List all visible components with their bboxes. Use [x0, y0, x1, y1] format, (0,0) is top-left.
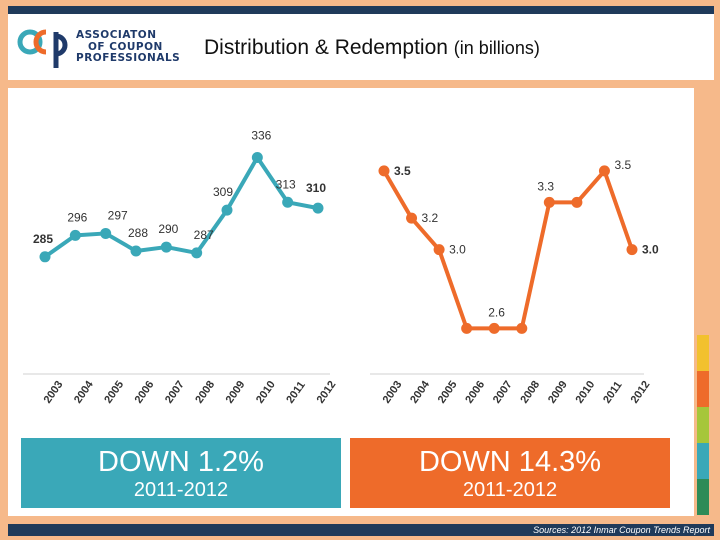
- chart-1-point-2003: [378, 165, 390, 177]
- chart-1-series-line: [382, 168, 634, 331]
- chart-1-x-tick-2008: 2008: [518, 379, 542, 406]
- chart-1-point-2010: [571, 196, 583, 208]
- chart-0-data-label-2003: 285: [33, 232, 53, 246]
- source-bar: Sources: 2012 Inmar Coupon Trends Report: [8, 524, 714, 536]
- chart-1-x-tick-2007: 2007: [491, 379, 515, 406]
- chart-0-point-2004: [69, 229, 81, 241]
- chart-0-x-tick-2011: 2011: [284, 379, 308, 405]
- chart-0-point-2003: [39, 251, 51, 263]
- chart-1-point-2008: [516, 322, 528, 334]
- chart-0-data-label-2012: 310: [306, 181, 326, 195]
- chart-1-data-label-2009: 3.3: [537, 179, 554, 193]
- chart-0-point-2011: [282, 196, 294, 208]
- accent-orange: [697, 371, 709, 407]
- chart-1-x-tick-2006: 2006: [463, 379, 487, 406]
- accent-yellow: [697, 335, 709, 371]
- chart-1-point-2012: [626, 244, 638, 256]
- title-suffix: (in billions): [453, 38, 540, 58]
- logo-line-3: PROFESSIONALS: [76, 52, 181, 64]
- redemption-change-period: 2011-2012: [462, 479, 558, 501]
- accent-teal: [697, 443, 709, 479]
- accent-green: [697, 407, 709, 443]
- chart-1-point-2004: [406, 212, 418, 224]
- chart-0-x-tick-2003: 2003: [42, 379, 66, 406]
- acp-logo-icon: [17, 29, 68, 68]
- chart-0-x-tick-2012: 2012: [315, 379, 339, 406]
- chart-0-data-label-2009: 309: [213, 185, 233, 199]
- chart-0-data-label-2007: 290: [158, 222, 178, 236]
- chart-0-point-2009: [221, 204, 233, 216]
- distribution-change-badge: DOWN 1.2% 2011-2012: [21, 438, 341, 508]
- chart-1-point-2006: [461, 322, 473, 334]
- redemption-change-value: DOWN 14.3%: [418, 446, 602, 478]
- chart-1-point-2005: [433, 244, 445, 256]
- accent-darkgreen: [697, 479, 709, 515]
- logo: ASSOCIATON OF COUPON PROFESSIONALS: [16, 22, 196, 74]
- chart-0-point-2005: [100, 227, 112, 239]
- top-bar: [8, 6, 714, 14]
- chart-0-data-label-2011: 313: [276, 177, 296, 191]
- redemption-change-badge: DOWN 14.3% 2011-2012: [350, 438, 670, 508]
- logo-line-1: ASSOCIATON: [76, 29, 157, 41]
- chart-0-data-label-2005: 297: [108, 208, 128, 222]
- distribution-change-value: DOWN 1.2%: [98, 446, 264, 478]
- chart-1-x-tick-2003: 2003: [381, 379, 405, 406]
- chart-0-data-label-2004: 296: [67, 210, 87, 224]
- chart-1-point-2011: [598, 165, 610, 177]
- distribution-change-period: 2011-2012: [133, 479, 229, 501]
- chart-1-point-2009: [543, 196, 555, 208]
- charts-svg: 285 2003 296 2004 297 2005 288 2006 290 2007 287 20…: [23, 129, 659, 406]
- chart-1-data-label-2005: 3.0: [449, 243, 466, 257]
- chart-0-data-label-2006: 288: [128, 226, 148, 240]
- chart-1-x-tick-2012: 2012: [629, 379, 653, 406]
- title-main: Distribution & Redemption: [204, 36, 448, 59]
- chart-0-point-2010: [251, 152, 263, 164]
- chart-1-data-label-2011: 3.5: [614, 158, 631, 172]
- source-text: Sources: 2012 Inmar Coupon Trends Report: [533, 525, 710, 535]
- chart-0-x-tick-2007: 2007: [163, 379, 187, 406]
- logo-text: ASSOCIATON OF COUPON PROFESSIONALS: [76, 29, 196, 65]
- chart-0-x-tick-2004: 2004: [72, 378, 96, 406]
- chart-1-x-tick-2011: 2011: [601, 379, 625, 405]
- chart-0-data-label-2008: 287: [194, 228, 214, 242]
- chart-0-x-tick-2009: 2009: [224, 379, 248, 406]
- chart-0-point-2006: [130, 245, 142, 257]
- logo-line-2: OF COUPON: [88, 40, 163, 53]
- chart-0-point-2012: [312, 202, 324, 214]
- chart-0-x-tick-2005: 2005: [102, 379, 126, 406]
- chart-1-data-label-2004: 3.2: [422, 211, 439, 225]
- chart-1-x-tick-2004: 2004: [408, 378, 432, 406]
- chart-1-x-tick-2010: 2010: [574, 379, 598, 406]
- header: ASSOCIATON OF COUPON PROFESSIONALS Distr…: [8, 14, 714, 80]
- chart-1-data-label-2007: 2.6: [488, 305, 505, 319]
- chart-0-point-2008: [191, 247, 203, 259]
- chart-1-point-2007: [488, 322, 500, 334]
- chart-0-x-tick-2010: 2010: [254, 379, 278, 406]
- chart-0-x-tick-2006: 2006: [133, 379, 157, 406]
- chart-1-x-tick-2005: 2005: [436, 379, 460, 406]
- page-title: Distribution & Redemption (in billions): [204, 36, 540, 60]
- chart-0-series-line: [43, 155, 319, 259]
- chart-0-x-tick-2008: 2008: [193, 379, 217, 406]
- chart-0-data-label-2010: 336: [251, 129, 271, 143]
- chart-1-data-label-2012: 3.0: [642, 243, 659, 257]
- chart-1-x-tick-2009: 2009: [546, 379, 570, 406]
- chart-1-data-label-2003: 3.5: [394, 164, 411, 178]
- chart-0-point-2007: [160, 241, 172, 253]
- accent-strip: [697, 335, 709, 515]
